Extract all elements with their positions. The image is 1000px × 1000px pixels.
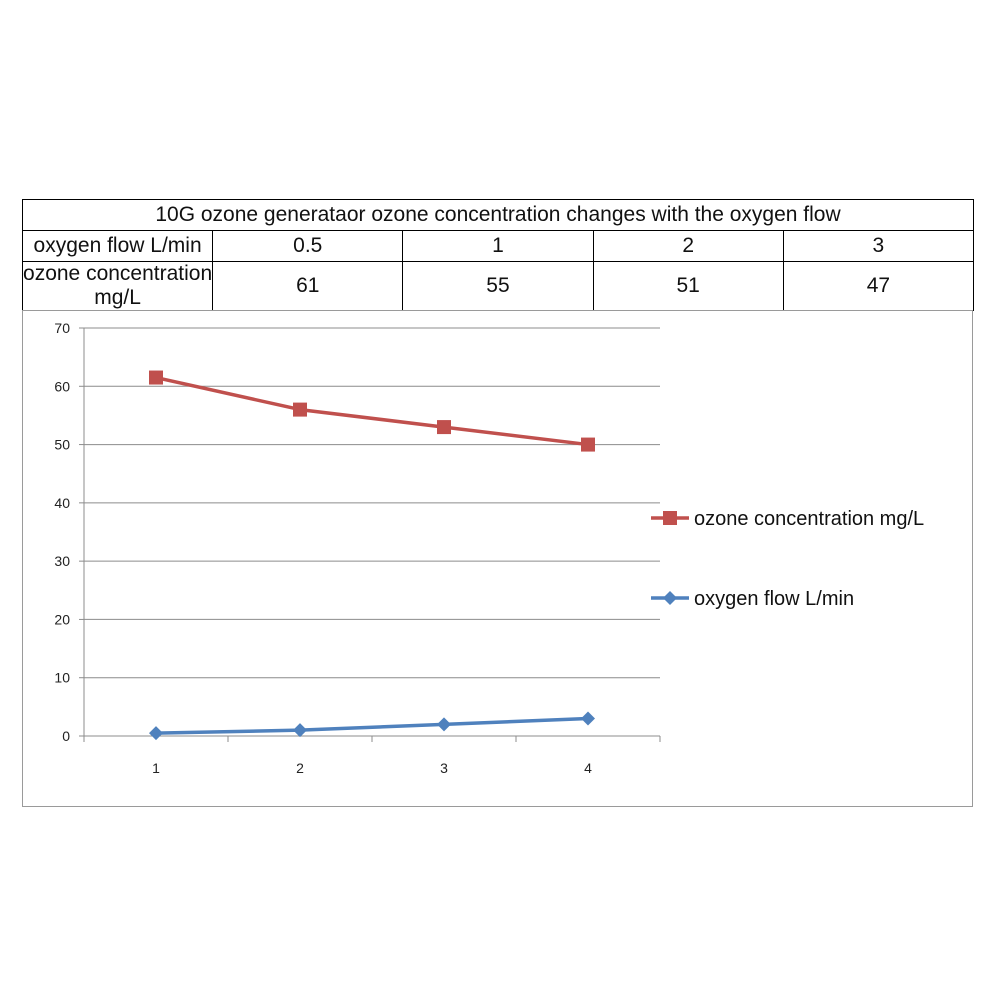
row-header-ozone-concentration: ozone concentration mg/L (21, 261, 214, 311)
data-point (581, 437, 595, 452)
table-row: ozone concentration mg/L 61 55 51 47 (21, 261, 975, 311)
series-line (155, 375, 589, 447)
data-point (293, 402, 307, 417)
table-cell: 2 (592, 230, 784, 262)
chart-container: 0 10 20 30 40 50 60 70 1 2 3 4 ozone concentration m… (22, 310, 973, 807)
y-tick-label: 10 (54, 670, 70, 686)
table-title: 10G ozone generataor ozone concentration… (22, 199, 974, 231)
line-chart: 0 10 20 30 40 50 60 70 1 2 3 4 ozone concentration m… (54, 320, 924, 776)
data-point (293, 723, 307, 738)
legend-label: ozone concentration mg/L (694, 508, 924, 530)
table-title-row: 10G ozone generataor ozone concentration… (22, 199, 974, 231)
table-cell: 47 (782, 261, 975, 311)
x-tick-label: 4 (584, 760, 592, 776)
data-point (437, 420, 451, 435)
table-cell: 61 (212, 261, 404, 311)
y-tick-label: 40 (54, 495, 70, 511)
data-table: 10G ozone generataor ozone concentration… (21, 199, 975, 311)
x-tick-label: 3 (440, 760, 448, 776)
legend-marker (663, 591, 677, 605)
table-cell: 55 (402, 261, 594, 311)
y-tick-label: 60 (54, 378, 70, 394)
y-tick-label: 30 (54, 553, 70, 569)
x-tick-label: 2 (296, 760, 304, 776)
y-tick-label: 70 (54, 320, 70, 336)
table-cell: 0.5 (212, 230, 404, 262)
table-cell: 51 (592, 261, 784, 311)
legend-label: oxygen flow L/min (694, 588, 854, 610)
legend-marker (663, 511, 677, 525)
y-tick-label: 0 (62, 728, 70, 744)
table-row: oxygen flow L/min 0.5 1 2 3 (21, 230, 975, 262)
table-cell: 3 (782, 230, 975, 262)
data-point (581, 711, 595, 726)
y-tick-label: 20 (54, 611, 70, 627)
data-point (149, 370, 163, 385)
series-line (155, 716, 589, 735)
x-tick-label: 1 (152, 760, 160, 776)
y-tick-label: 50 (54, 437, 70, 453)
data-point (437, 717, 451, 732)
table-cell: 1 (402, 230, 594, 262)
data-point (149, 726, 163, 741)
row-header-oxygen-flow: oxygen flow L/min (21, 230, 214, 262)
